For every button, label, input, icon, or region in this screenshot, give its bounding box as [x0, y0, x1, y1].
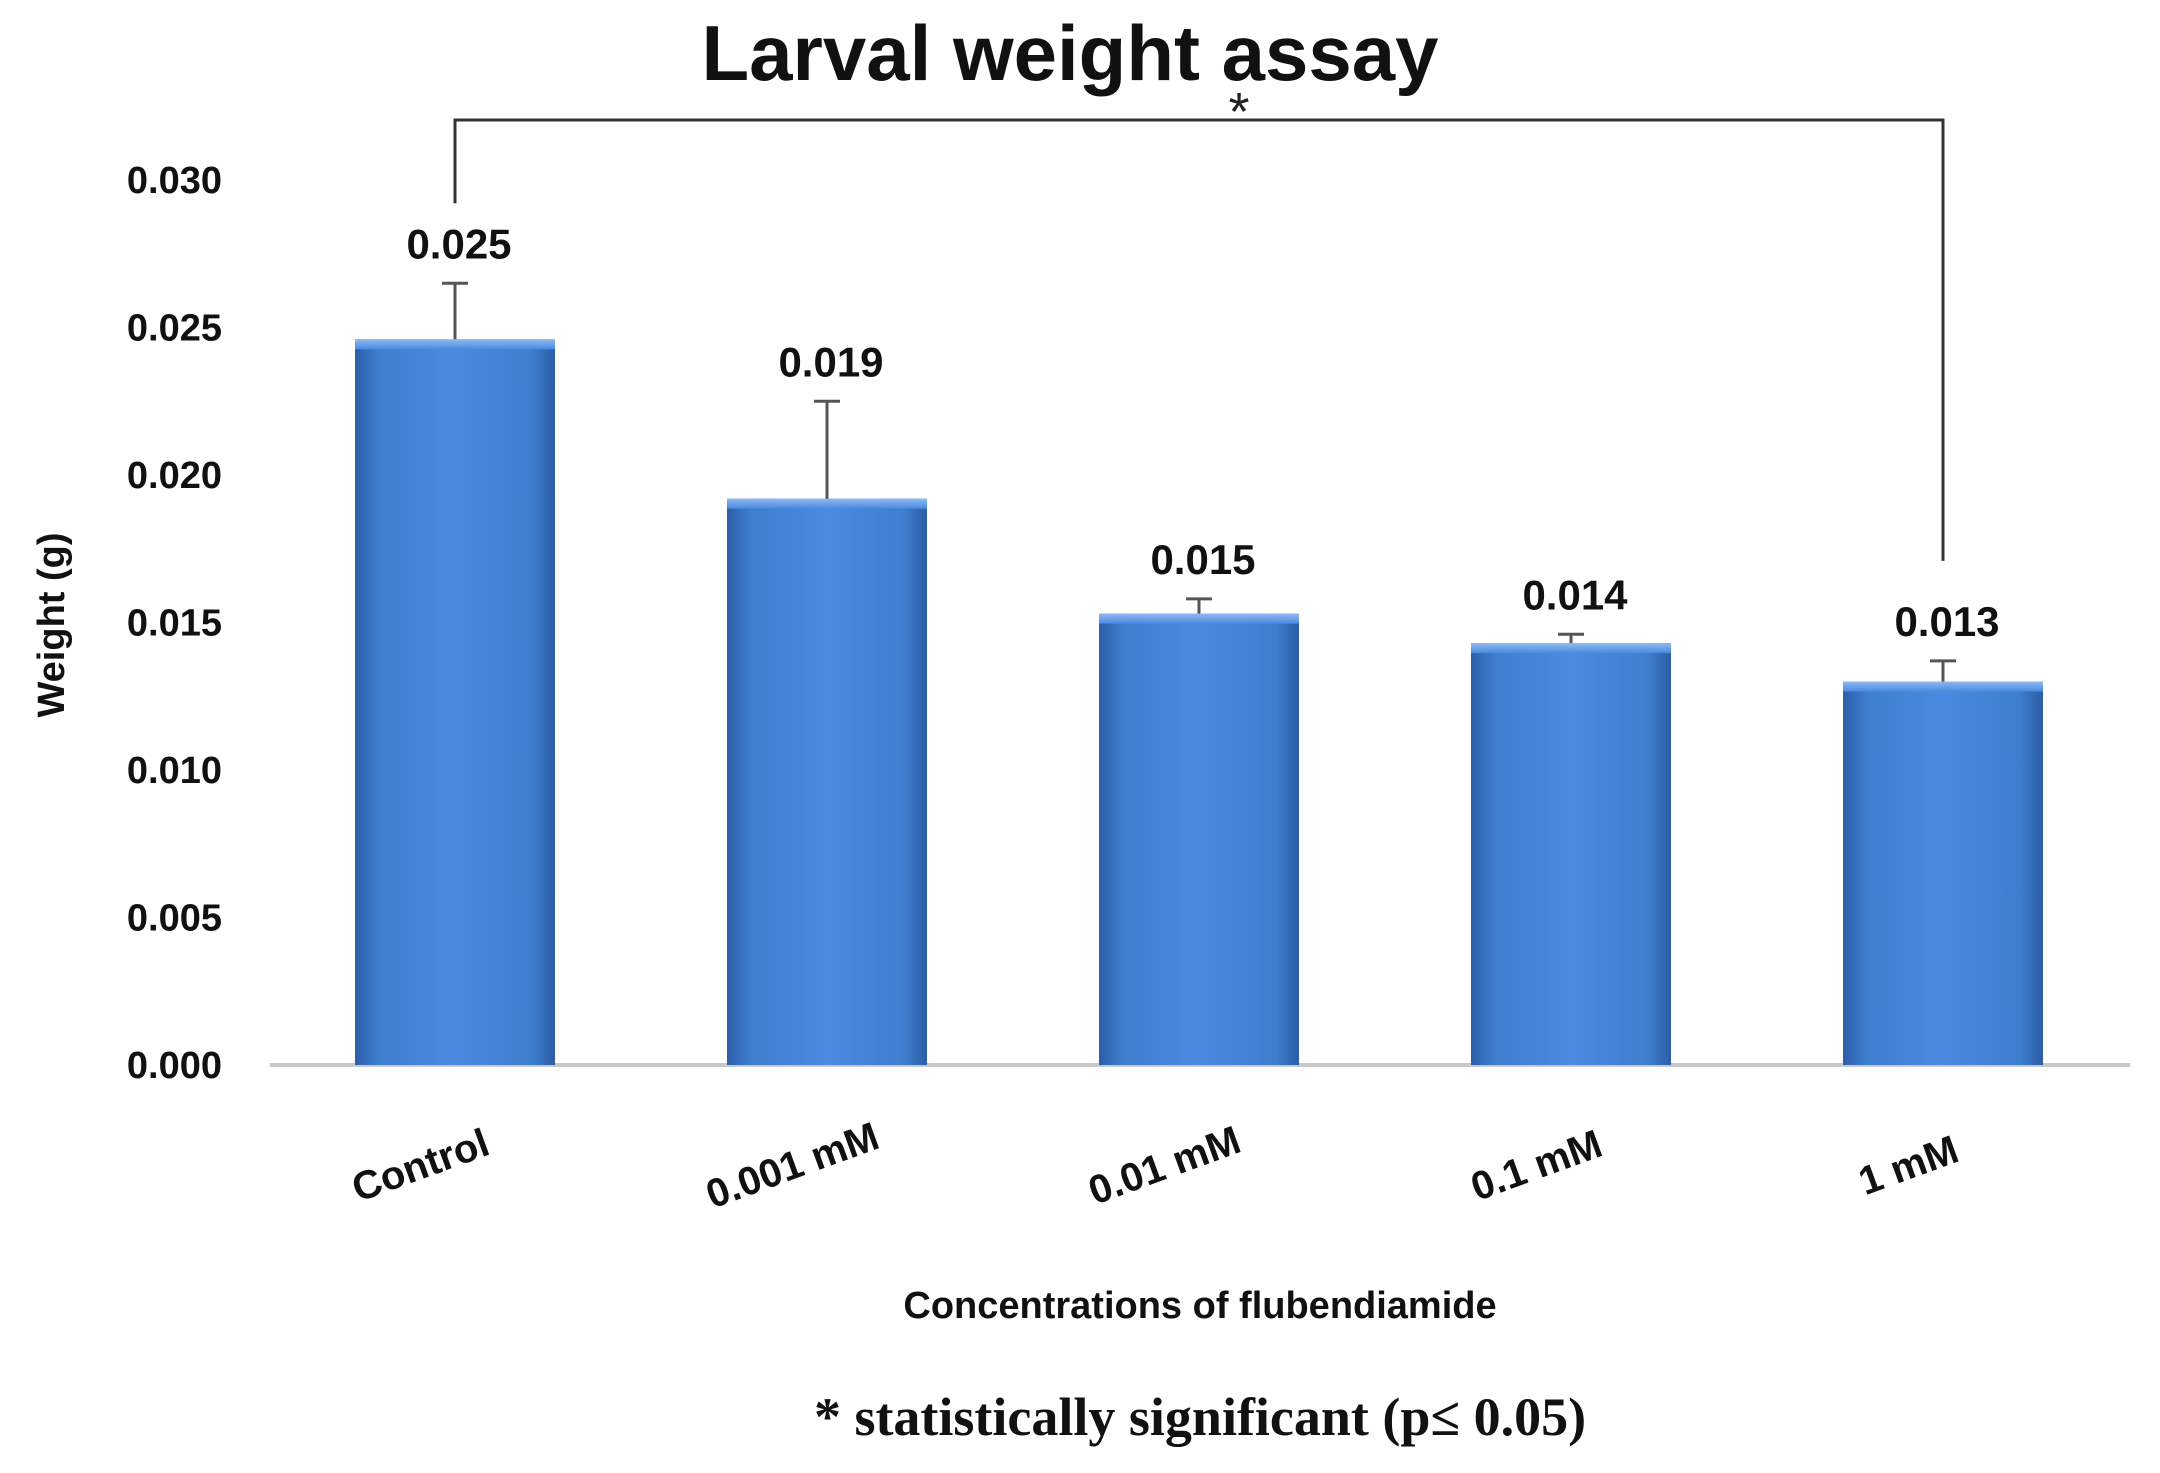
bar: [1471, 643, 1671, 1065]
chart-title: Larval weight assay: [701, 9, 1438, 97]
error-bar: [442, 281, 468, 340]
y-tick-label: 0.020: [127, 455, 222, 497]
bar-highlight: [1099, 613, 1299, 624]
data-labels: 0.025 0.019 0.015 0.014 0.013: [406, 220, 1999, 645]
bar-1: [727, 498, 927, 1066]
significance-line: [453, 118, 1945, 561]
x-axis-ticks: Control 0.001 mM 0.01 mM 0.1 mM 1 mM: [346, 1114, 1964, 1217]
bar-2: [1099, 613, 1299, 1065]
y-tick-label: 0.010: [127, 750, 222, 792]
error-bar: [1186, 597, 1212, 614]
bar-4: [1843, 681, 2043, 1065]
error-bar: [814, 399, 840, 499]
bar-3: [1471, 643, 1671, 1065]
bar: [1843, 681, 2043, 1065]
data-label: 0.015: [1150, 536, 1255, 583]
bar: [355, 339, 555, 1065]
bar-highlight: [355, 339, 555, 350]
error-bars: [442, 281, 1956, 682]
y-tick-label: 0.030: [127, 160, 222, 202]
bar: [727, 498, 927, 1066]
x-tick-label: 0.001 mM: [700, 1114, 884, 1217]
bars: [355, 339, 2043, 1066]
error-bar: [1930, 659, 1956, 682]
significance-bracket: *: [453, 82, 1945, 561]
footnote: * statistically significant (p≤ 0.05): [814, 1387, 1586, 1447]
y-axis-ticks: 0.000 0.005 0.010 0.015 0.020 0.025 0.030: [127, 160, 222, 1087]
bar-highlight: [727, 498, 927, 509]
y-tick-label: 0.000: [127, 1045, 222, 1087]
bar-0: [355, 339, 555, 1065]
bar-highlight: [1471, 643, 1671, 654]
y-tick-label: 0.005: [127, 898, 222, 940]
significance-star: *: [1228, 82, 1249, 142]
bar: [1099, 613, 1299, 1065]
x-tick-label: 0.1 mM: [1465, 1122, 1607, 1210]
data-label: 0.025: [406, 220, 511, 267]
y-tick-label: 0.015: [127, 603, 222, 645]
x-tick-label: 0.01 mM: [1083, 1118, 1246, 1213]
x-tick-label: Control: [346, 1121, 495, 1211]
bar-highlight: [1843, 681, 2043, 692]
data-label: 0.013: [1894, 598, 1999, 645]
data-label: 0.014: [1522, 571, 1628, 618]
data-label: 0.019: [778, 338, 883, 385]
y-axis-label: Weight (g): [31, 532, 73, 717]
y-tick-label: 0.025: [127, 308, 222, 350]
error-bar: [1558, 632, 1584, 644]
x-axis-label: Concentrations of flubendiamide: [903, 1285, 1496, 1327]
x-tick-label: 1 mM: [1853, 1128, 1964, 1204]
